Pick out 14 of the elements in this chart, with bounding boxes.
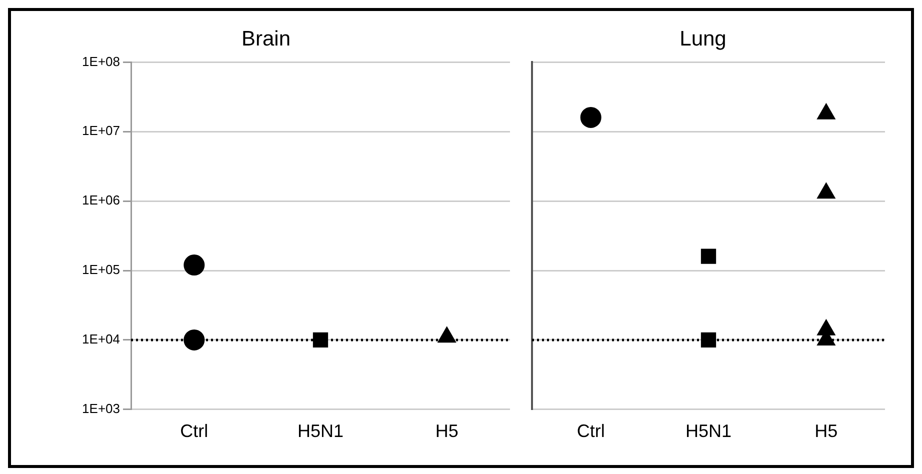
- y-tick-label: 1E+05: [82, 262, 120, 278]
- y-tick-label: 1E+07: [82, 123, 120, 138]
- y-tick-label: 1E+04: [82, 332, 120, 347]
- x-tick-label: H5: [814, 421, 838, 442]
- chart-title: Lung: [680, 27, 726, 50]
- y-tick-label: 1E+08: [82, 54, 120, 69]
- x-tick-label: Ctrl: [576, 421, 605, 442]
- y-tick-label: 1E+03: [82, 400, 120, 416]
- x-tick-label: H5: [435, 421, 458, 442]
- chart-title: Brain: [241, 27, 291, 50]
- y-tick-label: 1E+06: [82, 192, 120, 208]
- x-tick-label: Ctrl: [180, 421, 208, 442]
- x-tick-label: H5N1: [685, 421, 732, 442]
- x-tick-label: H5N1: [297, 421, 344, 442]
